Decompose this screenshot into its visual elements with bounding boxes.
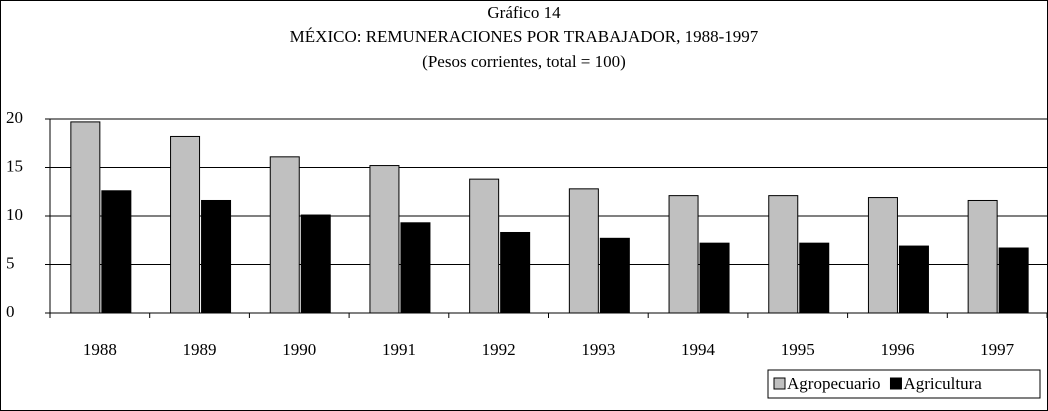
bar: [469, 178, 500, 314]
x-tick-label: 1993: [581, 340, 615, 359]
x-tick-label: 1991: [382, 340, 416, 359]
chart-note: (Pesos corrientes, total = 100): [422, 52, 626, 71]
y-tick-label: 10: [6, 205, 23, 224]
bar: [201, 199, 232, 314]
x-tick-label: 1994: [681, 340, 716, 359]
legend-swatch: [773, 377, 786, 390]
bar: [799, 242, 830, 314]
legend-box: [767, 369, 1041, 399]
x-tick-label: 1997: [980, 340, 1015, 359]
bar: [668, 195, 699, 314]
y-tick-label: 0: [6, 302, 15, 321]
y-tick-label: 20: [6, 108, 23, 127]
bar: [70, 121, 101, 314]
x-tick-label: 1990: [282, 340, 316, 359]
bar: [599, 237, 630, 314]
x-tick-label: 1995: [781, 340, 815, 359]
bar: [967, 199, 998, 314]
legend-label: Agricultura: [903, 374, 982, 393]
bar: [699, 242, 730, 314]
legend-swatch: [889, 377, 902, 390]
y-tick-label: 15: [6, 156, 23, 175]
bar: [898, 245, 929, 314]
y-tick-label: 5: [6, 253, 15, 272]
chart-subtitle: MÉXICO: REMUNERACIONES POR TRABAJADOR, 1…: [290, 27, 759, 46]
bar: [768, 195, 799, 314]
chart-title: Gráfico 14: [487, 3, 561, 22]
bar: [269, 156, 300, 314]
legend-label: Agropecuario: [787, 374, 880, 393]
x-tick-label: 1989: [183, 340, 217, 359]
bar: [101, 190, 132, 314]
bar: [369, 165, 400, 314]
x-tick-label: 1988: [83, 340, 117, 359]
bar: [400, 222, 431, 314]
bar: [867, 197, 898, 314]
bar: [170, 135, 201, 314]
bar: [568, 188, 599, 314]
x-tick-label: 1992: [482, 340, 516, 359]
bar: [998, 247, 1029, 314]
bar: [500, 231, 531, 314]
x-tick-label: 1996: [880, 340, 914, 359]
bar: [300, 214, 331, 314]
